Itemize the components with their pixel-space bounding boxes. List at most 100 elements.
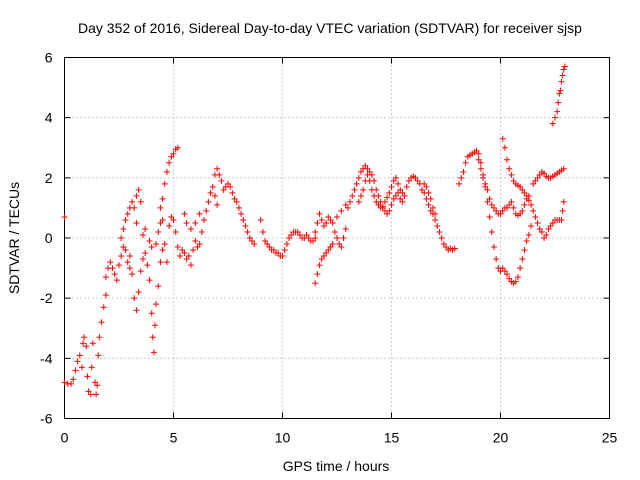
data-point: [423, 183, 430, 190]
data-point: [334, 213, 340, 220]
data-point: [366, 177, 373, 184]
x-tick-label: 10: [275, 430, 291, 446]
data-point: [78, 364, 85, 371]
data-point: [89, 340, 96, 347]
data-marks: [61, 63, 568, 398]
data-point: [214, 201, 221, 208]
data-point: [314, 271, 321, 278]
data-point: [475, 150, 482, 157]
data-point: [480, 174, 487, 181]
data-point: [349, 192, 356, 199]
data-point: [506, 275, 513, 282]
data-point: [536, 225, 543, 232]
data-point: [521, 201, 528, 208]
data-point: [148, 244, 155, 251]
data-point: [139, 231, 146, 238]
data-point: [388, 201, 395, 208]
data-point: [187, 225, 194, 232]
data-point: [270, 247, 277, 254]
y-axis-label: SDTVAR / TECUs: [6, 182, 22, 294]
y-tick-label: 6: [45, 50, 53, 66]
data-point: [220, 186, 227, 193]
data-point: [93, 391, 100, 398]
data-point: [323, 219, 330, 226]
data-point: [388, 183, 395, 190]
data-point: [559, 207, 566, 214]
data-point: [150, 349, 157, 356]
data-point: [395, 180, 402, 187]
data-point: [275, 250, 282, 257]
data-point: [192, 219, 199, 226]
data-point: [525, 197, 532, 204]
data-point: [118, 235, 125, 241]
data-point: [187, 262, 194, 269]
data-point: [460, 168, 467, 175]
data-point: [519, 256, 526, 263]
data-point: [146, 238, 153, 245]
data-point: [149, 334, 156, 341]
data-point: [283, 241, 290, 248]
data-point: [353, 180, 360, 187]
data-point: [390, 195, 397, 202]
data-point: [190, 247, 197, 254]
data-point: [320, 222, 327, 229]
data-point: [412, 174, 419, 181]
data-point: [364, 165, 371, 172]
data-point: [142, 225, 149, 232]
data-point: [118, 253, 125, 260]
data-point: [421, 180, 428, 187]
data-point: [248, 238, 255, 245]
data-point: [294, 228, 301, 235]
data-point: [122, 247, 129, 254]
data-point: [558, 78, 565, 85]
data-point: [92, 379, 99, 386]
data-point: [462, 159, 469, 166]
data-point: [427, 195, 434, 202]
data-point: [490, 204, 497, 211]
data-point: [521, 247, 528, 254]
data-point: [381, 198, 388, 205]
data-point: [137, 268, 144, 275]
data-point: [286, 235, 293, 241]
data-point: [148, 310, 155, 317]
data-point: [504, 204, 511, 211]
data-point: [419, 186, 426, 193]
data-point: [325, 213, 332, 220]
data-point: [517, 183, 524, 190]
data-point: [534, 219, 541, 226]
data-point: [159, 195, 166, 202]
data-point: [521, 189, 528, 196]
data-point: [244, 228, 251, 235]
data-point: [549, 219, 556, 226]
data-point: [379, 203, 386, 210]
x-tick-label: 25: [602, 430, 618, 446]
data-point: [211, 192, 218, 199]
data-point: [530, 180, 537, 187]
data-point: [458, 174, 465, 181]
data-point: [266, 244, 273, 251]
data-point: [329, 241, 336, 248]
data-point: [532, 177, 539, 184]
data-point: [126, 265, 133, 272]
data-point: [126, 253, 133, 260]
data-point: [131, 204, 138, 211]
data-point: [320, 253, 327, 260]
data-point: [159, 216, 166, 223]
data-point: [552, 114, 558, 121]
data-point: [240, 216, 247, 223]
data-point: [364, 171, 371, 178]
data-point: [203, 207, 210, 214]
data-point: [347, 198, 354, 205]
data-point: [432, 210, 439, 217]
data-point: [514, 274, 521, 281]
data-point: [163, 168, 170, 175]
data-point: [196, 241, 203, 248]
data-point: [137, 198, 144, 205]
data-point: [504, 156, 511, 163]
data-point: [560, 198, 567, 205]
data-point: [151, 322, 158, 329]
data-point: [484, 198, 491, 205]
data-point: [88, 364, 95, 371]
data-point: [399, 198, 406, 205]
